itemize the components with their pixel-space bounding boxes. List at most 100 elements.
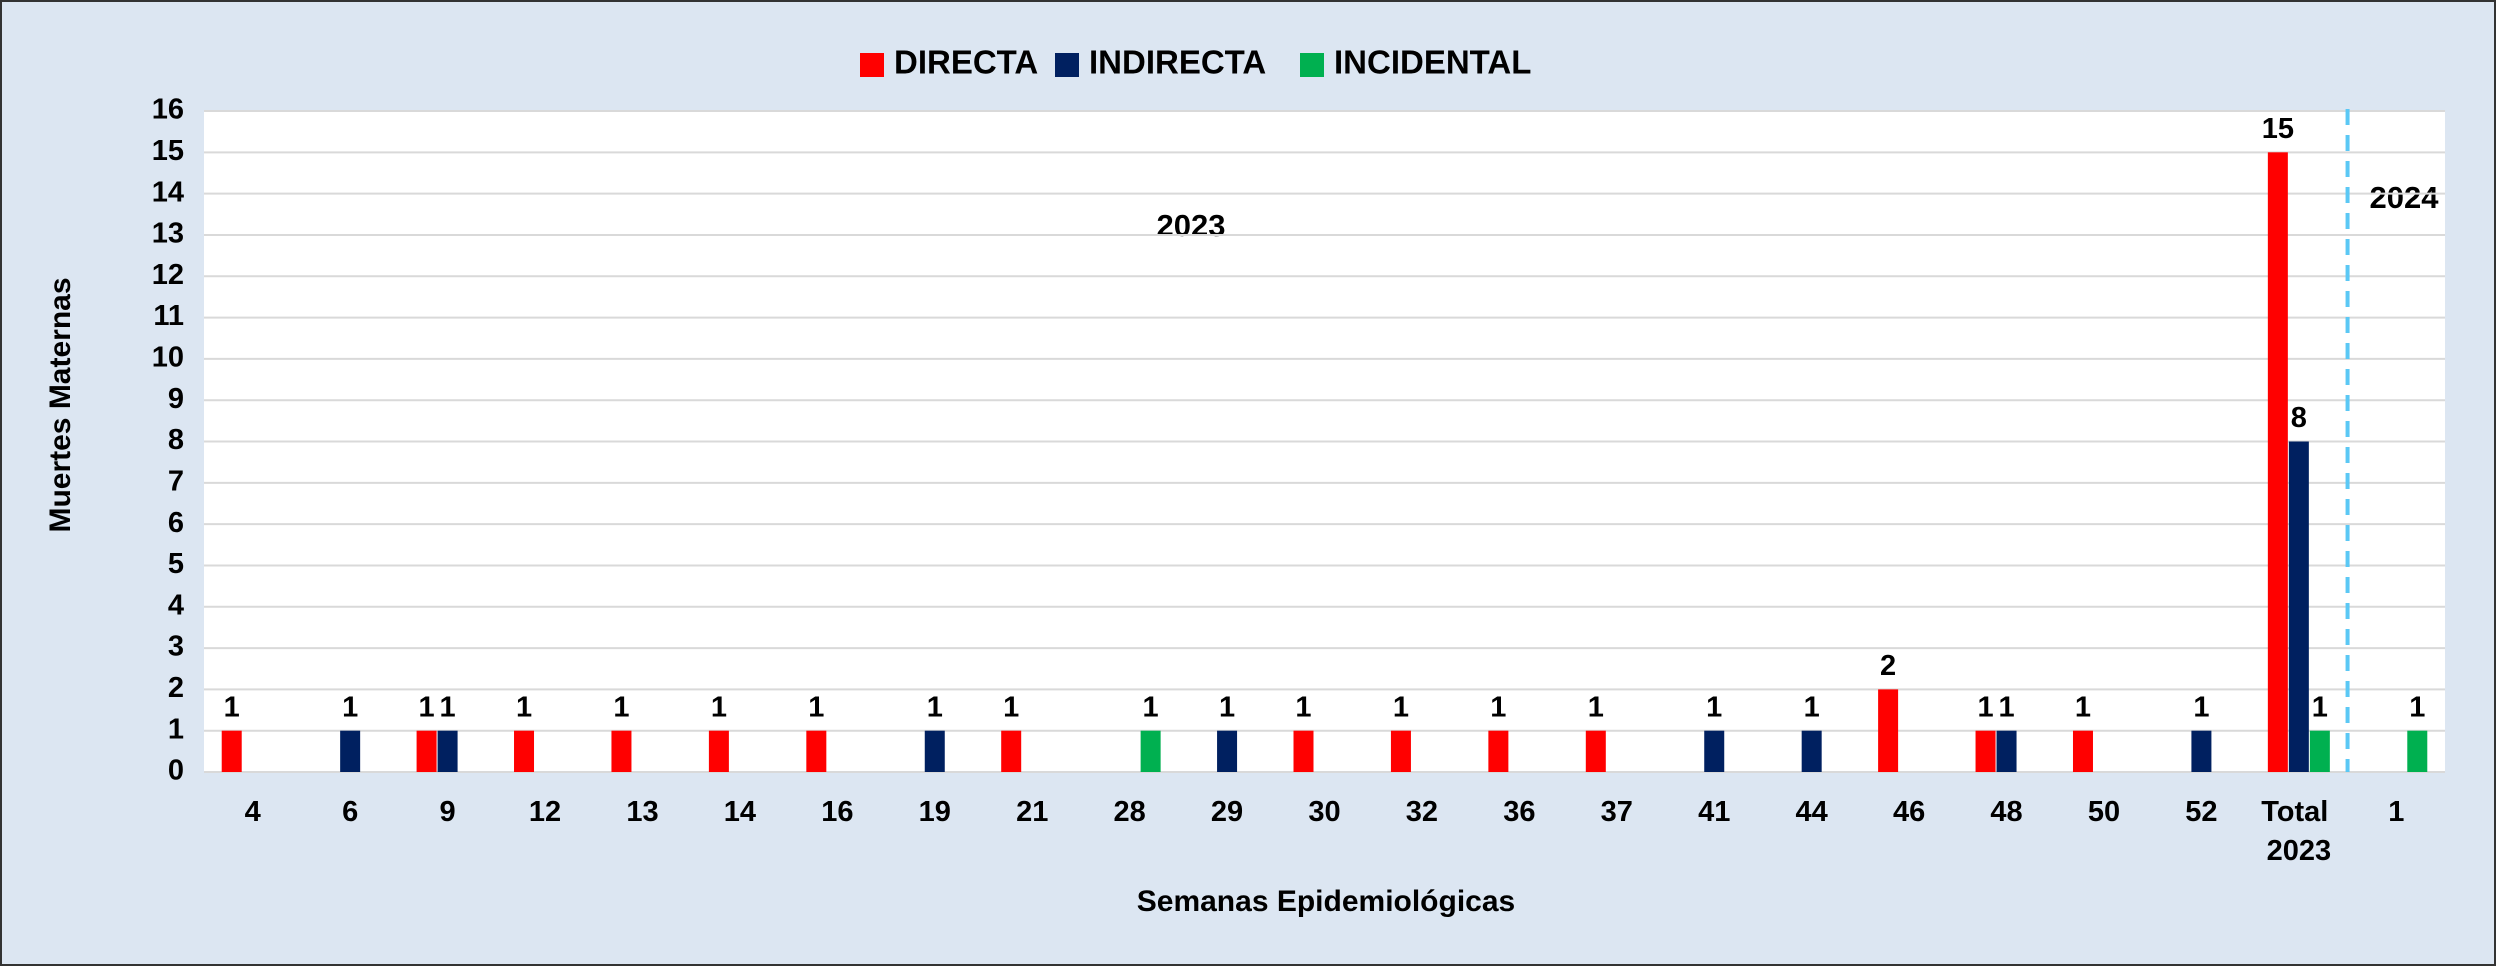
value-label: 1: [2193, 691, 2209, 723]
x-tick-line: 1: [2388, 796, 2404, 828]
bar: [514, 730, 535, 772]
value-label: 1: [342, 691, 358, 723]
annotation: 2023: [1157, 208, 1226, 243]
bar: [1704, 730, 1725, 772]
x-tick-label: 9: [440, 796, 456, 828]
value-label: 1: [516, 691, 532, 723]
y-axis-label: Muertes Maternas: [44, 277, 77, 532]
x-tick-label: 14: [724, 796, 756, 828]
x-tick-line: 50: [2088, 796, 2120, 828]
x-tick-label: 16: [821, 796, 853, 828]
value-label: 1: [1143, 691, 1159, 723]
y-tick-label: 12: [152, 259, 184, 291]
bar: [806, 730, 827, 772]
x-tick-label: 19: [919, 796, 951, 828]
bar: [708, 730, 729, 772]
annotation: 2024: [2370, 180, 2440, 215]
legend-label: INDIRECTA: [1089, 44, 1266, 81]
x-tick-label: 50: [2088, 796, 2120, 828]
value-label: 1: [1977, 691, 1993, 723]
bar: [221, 730, 242, 772]
y-tick-label: 13: [152, 218, 184, 250]
bar: [2309, 730, 2330, 772]
y-tick-label: 0: [168, 755, 184, 787]
x-tick-label: 46: [1893, 796, 1925, 828]
x-tick-label: 37: [1601, 796, 1633, 828]
bar: [1001, 730, 1022, 772]
bar: [1801, 730, 1822, 772]
legend-label: DIRECTA: [894, 44, 1038, 81]
x-tick-line: 28: [1113, 796, 1145, 828]
bar: [437, 730, 458, 772]
x-tick-line: 32: [1406, 796, 1438, 828]
bar: [2407, 730, 2428, 772]
y-tick-label: 10: [152, 342, 184, 374]
value-label: 1: [1393, 691, 1409, 723]
bar: [1585, 730, 1606, 772]
legend-swatch: [1300, 53, 1324, 77]
value-label: 1: [440, 691, 456, 723]
y-tick-label: 6: [168, 507, 184, 539]
bar: [1996, 730, 2017, 772]
y-tick-label: 7: [168, 465, 184, 497]
bar: [611, 730, 632, 772]
x-tick-line: 44: [1796, 796, 1828, 828]
y-tick-label: 14: [152, 176, 184, 208]
value-label: 1: [1490, 691, 1506, 723]
y-tick-label: 2: [168, 672, 184, 704]
x-tick-line: 46: [1893, 796, 1925, 828]
x-tick-label: 29: [1211, 796, 1243, 828]
x-tick-line: 12: [529, 796, 561, 828]
value-label: 1: [419, 691, 435, 723]
y-tick-label: 5: [168, 548, 184, 580]
x-tick-line: 29: [1211, 796, 1243, 828]
x-tick-label: Total 2023: [2261, 796, 2336, 867]
bar: [2191, 730, 2212, 772]
value-label: 1: [1219, 691, 1235, 723]
bar: [416, 730, 437, 772]
value-label: 1: [1706, 691, 1722, 723]
bar: [1293, 730, 1314, 772]
value-label: 2: [1880, 650, 1896, 682]
x-tick-line: 19: [919, 796, 951, 828]
x-tick-label: 28: [1113, 796, 1145, 828]
x-tick-label: 30: [1308, 796, 1340, 828]
value-label: 1: [1003, 691, 1019, 723]
bar: [1975, 730, 1996, 772]
x-tick-label: 36: [1503, 796, 1535, 828]
x-tick-label: 12: [529, 796, 561, 828]
x-tick-label: 52: [2185, 796, 2217, 828]
x-tick-label: 4: [245, 796, 261, 828]
legend-label: INCIDENTAL: [1334, 44, 1531, 81]
y-tick-label: 4: [168, 589, 184, 621]
value-label: 1: [808, 691, 824, 723]
bar: [340, 730, 361, 772]
x-tick-line: 9: [440, 796, 456, 828]
bar: [1878, 689, 1899, 772]
x-tick-line: Total: [2261, 796, 2336, 828]
x-tick-line: 2023: [2267, 835, 2332, 867]
value-label: 1: [224, 691, 240, 723]
y-tick-label: 9: [168, 383, 184, 415]
value-label: 1: [1804, 691, 1820, 723]
x-tick-label: 1: [2388, 796, 2404, 828]
x-tick-label: 44: [1796, 796, 1828, 828]
bar: [1390, 730, 1411, 772]
value-label: 1: [1998, 691, 2014, 723]
x-tick-label: 32: [1406, 796, 1438, 828]
legend-swatch: [1055, 53, 1079, 77]
x-tick-line: 21: [1016, 796, 1048, 828]
value-label: 15: [2262, 113, 2294, 145]
bar: [2072, 730, 2093, 772]
x-tick-line: 36: [1503, 796, 1535, 828]
x-tick-label: 13: [626, 796, 658, 828]
value-label: 1: [927, 691, 943, 723]
x-tick-line: 30: [1308, 796, 1340, 828]
legend-swatch: [860, 53, 884, 77]
value-label: 1: [1588, 691, 1604, 723]
value-label: 1: [1295, 691, 1311, 723]
bar: [2267, 152, 2288, 772]
x-tick-line: 14: [724, 796, 756, 828]
x-axis-label: Semanas Epidemiológicas: [1137, 885, 1515, 918]
